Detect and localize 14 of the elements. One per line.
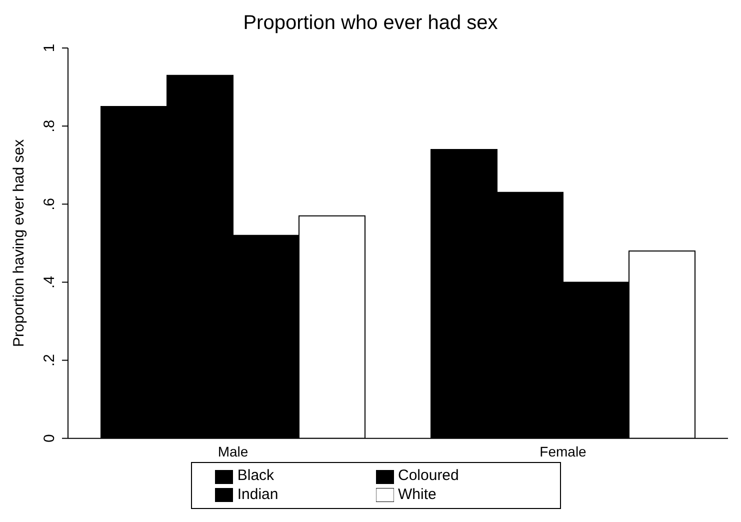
y-tick-label: 1: [41, 44, 58, 52]
legend-label: White: [398, 486, 436, 503]
x-tick-label: Female: [540, 443, 587, 460]
legend-label: Indian: [237, 486, 278, 503]
y-tick-label: .8: [41, 120, 58, 132]
legend-label: Coloured: [398, 467, 459, 484]
x-tick-label: Male: [218, 443, 248, 460]
y-tick-label: .2: [41, 354, 58, 367]
chart-title: Proportion who ever had sex: [242, 11, 499, 36]
y-tick-label: .4: [41, 276, 58, 288]
y-axis-title: Proportion having ever had sex: [10, 138, 28, 347]
y-tick-label: .6: [41, 198, 58, 210]
legend-label: Black: [237, 467, 274, 484]
y-tick-label: 0: [41, 434, 58, 443]
